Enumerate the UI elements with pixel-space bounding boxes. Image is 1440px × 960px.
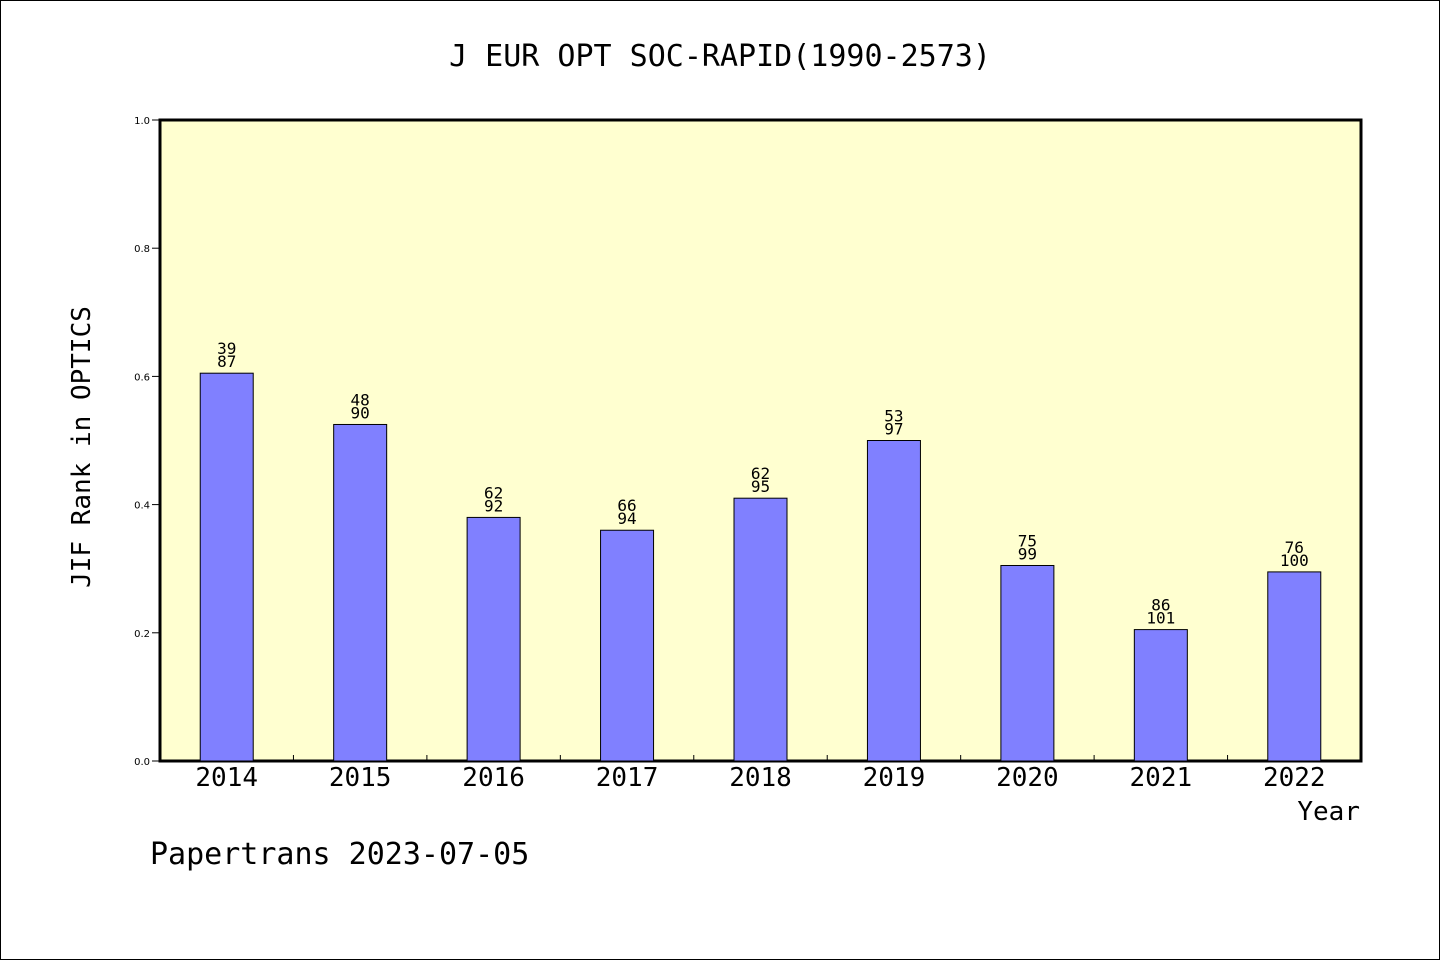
x-tick-label-2016: 2016 [462,763,525,793]
total-label-2021: 101 [1146,609,1175,628]
bar-2014 [199,372,254,762]
y-tick-label: 0.2 [134,629,150,640]
x-tick-label-2021: 2021 [1130,763,1193,793]
rank-label-2017: 66 [617,496,636,515]
x-tick-label-2019: 2019 [863,763,926,793]
y-tick-label: 0.8 [134,244,150,255]
rank-label-2014: 39 [217,339,236,358]
chart-title: J EUR OPT SOC-RAPID(1990-2573) [449,39,991,74]
total-label-2015: 90 [351,403,370,422]
rank-label-2021: 86 [1151,596,1170,615]
total-label-2018: 95 [751,477,770,496]
bar-2021 [1133,629,1188,762]
y-axis: 0.0 0.2 0.4 0.6 0.8 1.0 [134,116,160,768]
bar-2016 [466,516,521,762]
total-label-2019: 97 [884,420,903,439]
rank-label-2019: 53 [884,407,903,426]
x-tick-label-2022: 2022 [1263,763,1326,793]
x-tick-label-2017: 2017 [596,763,659,793]
bar-2017 [600,529,655,762]
rank-label-2018: 62 [751,464,770,483]
rank-label-2016: 62 [484,483,503,502]
total-label-2016: 92 [484,496,503,515]
y-tick-label: 1.0 [134,116,150,127]
x-tick-label-2015: 2015 [329,763,392,793]
x-axis: 2014 2015 2016 2017 2018 2019 2020 2021 2022 [195,755,1326,793]
y-tick-label: 0.0 [134,757,150,768]
total-label-2020: 99 [1018,544,1037,563]
y-tick-label: 0.4 [134,501,150,512]
footer-text: Papertrans 2023-07-05 [150,837,529,872]
x-axis-label: Year [1297,797,1360,827]
y-tick-label: 0.6 [134,372,150,383]
total-label-2014: 87 [217,352,236,371]
rank-label-2022: 76 [1285,538,1304,557]
bar-2019 [866,440,921,762]
y-axis-label: JIF Rank in OPTICS [67,306,97,588]
total-label-2022: 100 [1280,551,1309,570]
bar-2015 [333,423,388,762]
bar-2022 [1267,571,1322,762]
total-label-2017: 94 [617,509,636,528]
bar-2018 [733,497,788,762]
x-tick-label-2020: 2020 [996,763,1059,793]
x-tick-label-2014: 2014 [195,763,258,793]
rank-label-2020: 75 [1018,531,1037,550]
bar-2020 [1000,564,1055,762]
x-tick-label-2018: 2018 [729,763,792,793]
rank-label-2015: 48 [351,390,370,409]
